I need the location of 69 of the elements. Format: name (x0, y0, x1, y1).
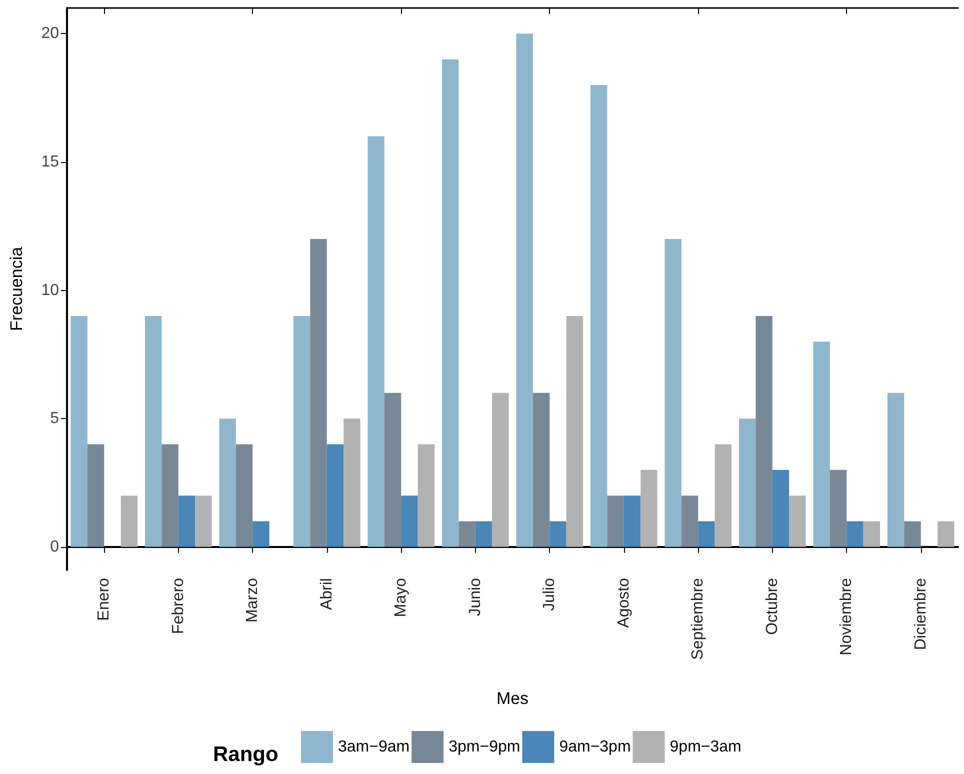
bar (368, 136, 384, 547)
bar (178, 496, 196, 547)
bar (475, 521, 492, 547)
bar (887, 392, 904, 547)
bar (293, 316, 310, 547)
x-tick-label: Enero (96, 578, 113, 621)
bar (195, 496, 212, 547)
x-tick-label: Septiembre (690, 578, 707, 660)
bar (624, 496, 641, 547)
legend-label: 9pm−3am (670, 738, 742, 756)
bar (698, 521, 715, 547)
bar (607, 496, 624, 547)
x-tick-label: Julio (541, 578, 558, 611)
legend-label: 9am−3pm (559, 738, 631, 756)
bar (664, 238, 682, 547)
x-tick-label: Abril (318, 578, 336, 610)
bar (516, 34, 533, 547)
x-tick-label: Octubre (764, 578, 781, 635)
bar (566, 316, 584, 547)
x-tick-label: Junio (466, 578, 484, 616)
bar (418, 444, 435, 547)
legend-label: 3am−9am (338, 738, 410, 756)
bar (401, 496, 418, 547)
bar (550, 521, 566, 547)
x-axis-title: Mes (496, 689, 529, 708)
bar (442, 59, 459, 547)
bar (70, 316, 88, 547)
bar (681, 496, 698, 547)
bar (87, 444, 104, 547)
legend-title: Rango (213, 743, 278, 766)
bar (813, 342, 830, 547)
bar (236, 444, 253, 547)
bar (458, 521, 476, 547)
bar (756, 316, 772, 547)
bar (904, 521, 921, 547)
bar (384, 392, 402, 547)
bar (590, 84, 608, 547)
y-tick-label: 10 (41, 282, 60, 299)
y-axis-title: Frecuencia (7, 246, 26, 332)
x-tick-label: Diciembre (912, 578, 930, 650)
bar (846, 521, 864, 547)
bar (162, 444, 178, 547)
bar (144, 316, 162, 547)
x-tick-label: Mayo (392, 578, 410, 618)
x-tick-label: Agosto (615, 578, 632, 628)
legend-label: 3pm−9pm (448, 738, 520, 756)
y-tick-label: 0 (50, 538, 60, 556)
y-tick-label: 15 (41, 153, 60, 170)
bar (772, 470, 790, 547)
bar (640, 470, 658, 547)
bar (120, 496, 138, 547)
y-tick-label: 5 (50, 410, 60, 428)
bar (492, 392, 509, 547)
bar (310, 238, 327, 547)
bar (326, 444, 344, 547)
bar (219, 418, 236, 547)
x-tick-label: Marzo (244, 578, 262, 622)
x-tick-label: Noviembre (838, 578, 856, 656)
bar (789, 496, 806, 547)
bar (938, 521, 954, 547)
bar (830, 470, 847, 547)
bar (344, 418, 360, 547)
bar (252, 521, 270, 547)
bar (738, 418, 756, 547)
x-tick-label: Febrero (170, 578, 187, 634)
bar (863, 521, 880, 547)
bar (714, 444, 732, 547)
bar (532, 392, 550, 547)
y-tick-label: 20 (41, 25, 60, 42)
